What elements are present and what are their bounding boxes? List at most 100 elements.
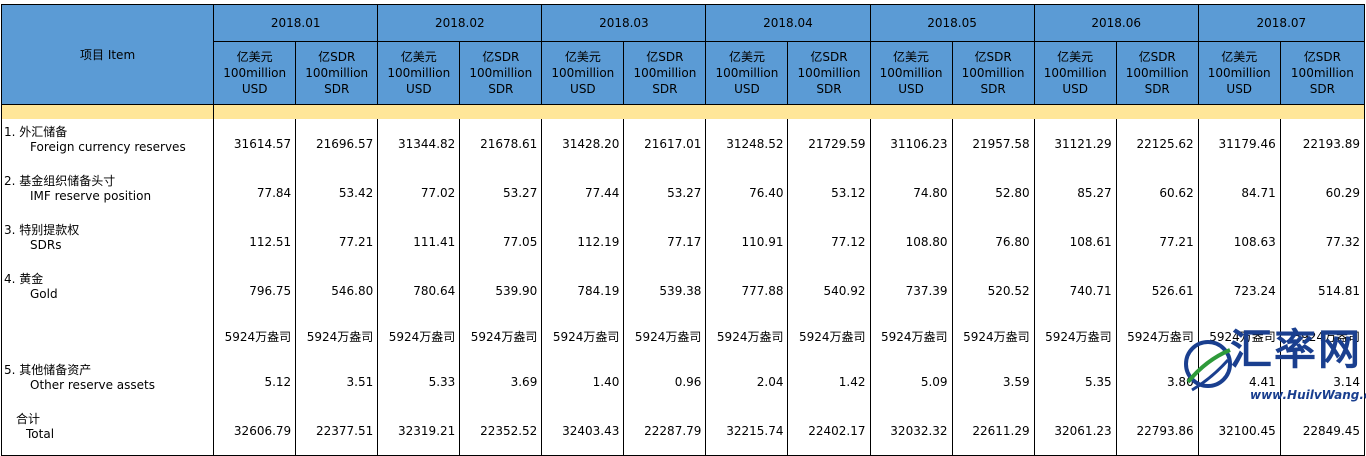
unit-line: SDR — [1144, 82, 1170, 96]
unit-line: USD — [241, 82, 268, 96]
unit-line: 100million — [1207, 66, 1271, 80]
table-cell: 32215.74 — [705, 406, 789, 456]
unit-usd-header: 亿美元 100million USD — [1033, 41, 1117, 105]
row-label-zh: 2. 基金组织储备头寸 — [4, 174, 116, 188]
unit-line: USD — [570, 82, 596, 96]
table-cell: 77.05 — [459, 217, 543, 266]
table-cell: 0.96 — [623, 357, 707, 406]
table-cell: 784.19 — [541, 266, 625, 315]
month-header: 2018.04 — [705, 4, 871, 42]
table-cell: 780.64 — [377, 266, 461, 315]
unit-line: 亿SDR — [1138, 50, 1176, 64]
table-cell: 3.69 — [459, 357, 543, 406]
table-cell: 5924万盎司 — [951, 315, 1035, 357]
table-cell: 77.12 — [787, 217, 871, 266]
unit-line: 100million — [633, 66, 697, 80]
unit-sdr-header: 亿SDR 100million SDR — [1279, 41, 1366, 105]
unit-line: 100million — [305, 66, 369, 80]
table-cell: 5924万盎司 — [623, 315, 707, 357]
table-cell: 3.14 — [1279, 357, 1366, 406]
unit-sdr-header: 亿SDR 100million SDR — [951, 41, 1035, 105]
unit-line: SDR — [980, 82, 1006, 96]
table-cell: 723.24 — [1197, 266, 1281, 315]
table-cell: 21957.58 — [951, 119, 1035, 168]
swirl-logo-icon — [1184, 340, 1232, 392]
table-cell: 31179.46 — [1197, 119, 1281, 168]
table-cell: 53.12 — [787, 168, 871, 217]
unit-line: 亿美元 — [1221, 50, 1258, 64]
table-cell: 5924万盎司 — [1197, 315, 1281, 357]
table-cell: 22287.79 — [623, 406, 707, 456]
table-cell: 77.84 — [213, 168, 297, 217]
unit-line: USD — [405, 82, 432, 96]
unit-line: SDR — [652, 82, 678, 96]
table-cell: 31344.82 — [377, 119, 461, 168]
month-header: 2018.01 — [213, 4, 379, 42]
unit-sdr-header: 亿SDR 100million SDR — [459, 41, 543, 105]
watermark-title: 汇率网 — [1230, 325, 1363, 374]
row-label: 4. 黄金 Gold — [0, 266, 215, 315]
table-cell: 60.29 — [1279, 168, 1366, 217]
unit-usd-header: 亿美元 100million USD — [541, 41, 625, 105]
table-cell: 5924万盎司 — [705, 315, 789, 357]
table-cell: 5924万盎司 — [213, 315, 297, 357]
unit-line: USD — [1226, 82, 1253, 96]
table-cell: 32100.45 — [1197, 406, 1281, 456]
unit-line: 亿美元 — [1057, 50, 1094, 64]
unit-line: 亿SDR — [318, 50, 356, 64]
unit-line: 100million — [879, 66, 943, 80]
table-cell: 737.39 — [869, 266, 953, 315]
table-cell: 110.91 — [705, 217, 789, 266]
unit-line: 亿美元 — [400, 50, 437, 64]
unit-line: 亿美元 — [728, 50, 765, 64]
table-cell: 5924万盎司 — [377, 315, 461, 357]
table-cell: 22611.29 — [951, 406, 1035, 456]
watermark: 汇率网 www.HuilvWang.com — [1178, 316, 1366, 410]
table-cell: 77.02 — [377, 168, 461, 217]
unit-line: 100million — [551, 66, 615, 80]
table-cell: 32403.43 — [541, 406, 625, 456]
table-cell: 5924万盎司 — [1033, 315, 1117, 357]
table-cell: 1.40 — [541, 357, 625, 406]
table-cell: 52.80 — [951, 168, 1035, 217]
unit-line: 100million — [223, 66, 287, 80]
table-cell: 53.27 — [623, 168, 707, 217]
unit-line: 100million — [387, 66, 451, 80]
row-label: 3. 特别提款权 SDRs — [0, 217, 215, 266]
unit-line: 亿美元 — [893, 50, 930, 64]
table-cell: 22849.45 — [1279, 406, 1366, 456]
unit-line: 亿美元 — [564, 50, 601, 64]
table-cell: 514.81 — [1279, 266, 1366, 315]
row-label-en: Total — [26, 427, 55, 441]
table-cell: 108.61 — [1033, 217, 1117, 266]
unit-line: 亿美元 — [236, 50, 273, 64]
table-cell: 32061.23 — [1033, 406, 1117, 456]
table-cell: 22793.86 — [1115, 406, 1199, 456]
table-cell: 77.17 — [623, 217, 707, 266]
table-cell: 21678.61 — [459, 119, 543, 168]
table-cell: 21729.59 — [787, 119, 871, 168]
table-cell: 108.80 — [869, 217, 953, 266]
table-cell: 3.51 — [295, 357, 379, 406]
table-cell: 77.21 — [295, 217, 379, 266]
table-row: 4. 黄金 Gold 796.75 546.80 780.64 539.90 784.19 5… — [0, 266, 1366, 315]
row-label-zh: 1. 外汇储备 — [4, 125, 68, 139]
table-cell: 546.80 — [295, 266, 379, 315]
unit-sdr-header: 亿SDR 100million SDR — [787, 41, 871, 105]
table-cell: 22377.51 — [295, 406, 379, 456]
unit-line: SDR — [816, 82, 842, 96]
unit-line: 100million — [469, 66, 533, 80]
unit-header-row: 亿美元 100million USD 亿SDR 100million SDR 亿美元 100m… — [2, 41, 1366, 105]
table-cell: 76.40 — [705, 168, 789, 217]
table-cell: 31428.20 — [541, 119, 625, 168]
table-cell: 21696.57 — [295, 119, 379, 168]
table-cell: 60.62 — [1115, 168, 1199, 217]
unit-line: 亿SDR — [646, 50, 684, 64]
row-label-en: Foreign currency reserves — [30, 140, 186, 154]
table-row: 5. 其他储备资产 Other reserve assets 5.12 3.51 5.3… — [0, 357, 1366, 406]
row-label: 2. 基金组织储备头寸 IMF reserve position — [0, 168, 215, 217]
table-cell: 22352.52 — [459, 406, 543, 456]
unit-line: SDR — [488, 82, 514, 96]
table-cell: 32032.32 — [869, 406, 953, 456]
table-cell: 539.38 — [623, 266, 707, 315]
